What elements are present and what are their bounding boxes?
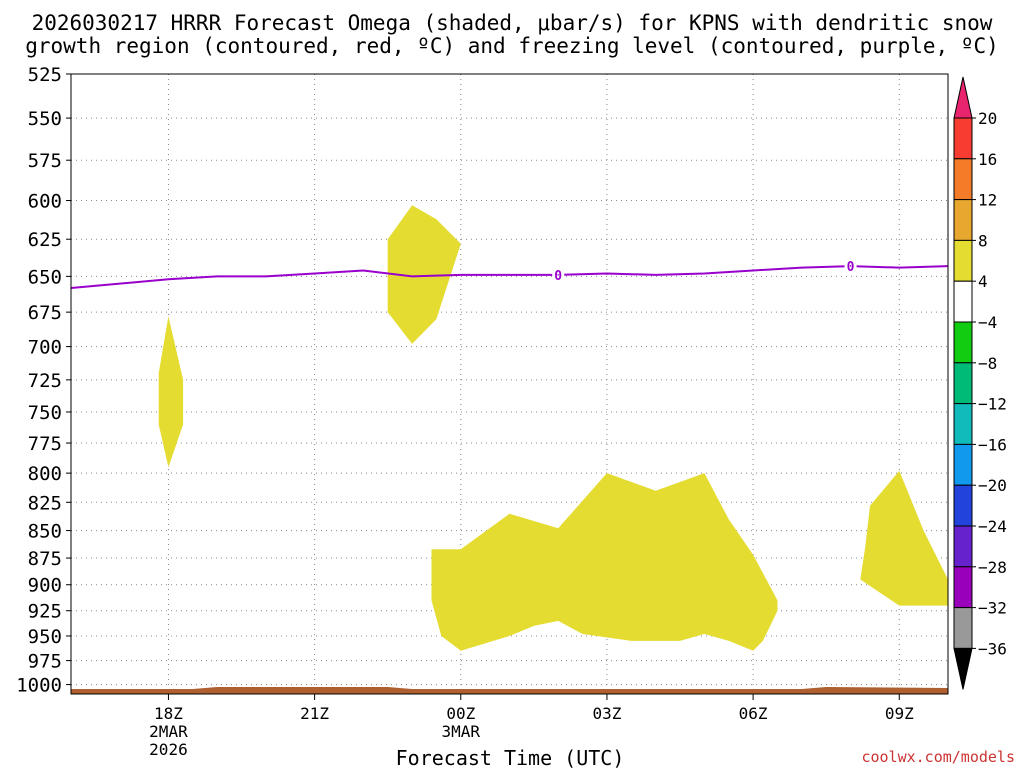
y-tick-label: 525 bbox=[28, 64, 62, 86]
chart-subtitle: growth region (contoured, red, ºC) and f… bbox=[25, 34, 999, 58]
colorbar-label: 20 bbox=[978, 109, 997, 128]
y-tick-label: 875 bbox=[28, 548, 62, 570]
x-tick-date: 2MAR bbox=[149, 722, 188, 741]
y-tick-label: 550 bbox=[28, 108, 62, 130]
freezing-label-bg bbox=[844, 259, 857, 274]
colorbar-label: 4 bbox=[978, 272, 988, 291]
colorbar-label: 12 bbox=[978, 191, 997, 210]
y-tick-label: 775 bbox=[28, 433, 62, 455]
colorbar-box bbox=[953, 199, 973, 241]
colorbar-label: −4 bbox=[978, 313, 997, 332]
colorbar-box bbox=[953, 239, 973, 282]
colorbar-label: −36 bbox=[978, 639, 1007, 658]
colorbar-box bbox=[953, 362, 973, 405]
colorbar-label: 16 bbox=[978, 150, 997, 169]
colorbar-box bbox=[953, 484, 973, 527]
colorbar-label: 8 bbox=[978, 231, 988, 250]
freezing-label-bg bbox=[552, 267, 565, 282]
x-tick-year: 2026 bbox=[149, 740, 188, 759]
colorbar-label: −32 bbox=[978, 599, 1007, 618]
y-tick-label: 675 bbox=[28, 302, 62, 324]
colorbar-box bbox=[953, 280, 973, 323]
y-tick-label: 575 bbox=[28, 150, 62, 172]
y-tick-label: 825 bbox=[28, 492, 62, 514]
omega-region bbox=[158, 316, 184, 468]
colorbar-box bbox=[953, 158, 973, 201]
chart-title: 2026030217 HRRR Forecast Omega (shaded, … bbox=[32, 11, 993, 35]
freezing-level-contour: 00 bbox=[71, 259, 948, 289]
colorbar-label: −8 bbox=[978, 354, 997, 373]
x-tick-label: 21Z bbox=[300, 704, 329, 723]
omega-region bbox=[387, 205, 461, 344]
terrain-strip bbox=[71, 687, 948, 694]
colorbar-box bbox=[953, 403, 973, 445]
watermark: coolwx.com/models bbox=[861, 748, 1015, 766]
x-axis-label: Forecast Time (UTC) bbox=[396, 746, 625, 768]
colorbar-box bbox=[953, 607, 973, 649]
colorbar-label: −20 bbox=[978, 476, 1007, 495]
freezing-level-line bbox=[71, 265, 948, 289]
grid-lines bbox=[71, 73, 948, 694]
y-tick-label: 625 bbox=[28, 229, 62, 251]
omega-region bbox=[860, 470, 948, 606]
y-tick-label: 900 bbox=[28, 575, 62, 597]
freezing-level-label: 0 bbox=[847, 260, 855, 275]
colorbar-label: −24 bbox=[978, 517, 1007, 536]
y-tick-label: 975 bbox=[28, 651, 62, 673]
y-tick-label: 700 bbox=[28, 337, 62, 359]
y-tick-label: 725 bbox=[28, 370, 62, 392]
y-tick-label: 950 bbox=[28, 626, 62, 648]
x-tick-label: 03Z bbox=[592, 704, 621, 723]
x-tick-date: 3MAR bbox=[442, 722, 481, 741]
colorbar-box bbox=[953, 117, 973, 160]
colorbar-bottom-arrow bbox=[953, 647, 973, 690]
colorbar-label: −16 bbox=[978, 435, 1007, 454]
pressure-axis: 525 550 575 600 625 650 675 700 725 750 775 800 825 8… bbox=[16, 64, 71, 697]
colorbar-top-arrow bbox=[953, 76, 973, 119]
colorbar-box bbox=[953, 525, 973, 568]
y-tick-label: 925 bbox=[28, 601, 62, 623]
y-tick-label: 850 bbox=[28, 521, 62, 543]
colorbar: 20 16 12 8 4 −4 −8 −12 −16 −20 −24 −28 −32 −36 bbox=[953, 76, 1007, 690]
omega-shading bbox=[158, 205, 948, 651]
colorbar-box bbox=[953, 566, 973, 609]
x-tick-label: 00Z bbox=[446, 704, 475, 723]
x-tick-label: 06Z bbox=[739, 704, 768, 723]
colorbar-label: −28 bbox=[978, 558, 1007, 577]
y-tick-label: 800 bbox=[28, 463, 62, 485]
plot-frame bbox=[70, 73, 949, 695]
x-tick-label: 18Z bbox=[154, 704, 183, 723]
freezing-level-label: 0 bbox=[554, 269, 562, 284]
y-tick-label: 600 bbox=[28, 191, 62, 213]
terrain-fill bbox=[71, 687, 948, 694]
omega-region bbox=[431, 473, 778, 651]
x-tick-label: 09Z bbox=[885, 704, 914, 723]
colorbar-box bbox=[953, 321, 973, 364]
colorbar-box bbox=[953, 443, 973, 486]
y-tick-label: 1000 bbox=[16, 675, 62, 697]
y-tick-label: 650 bbox=[28, 266, 62, 288]
y-tick-label: 750 bbox=[28, 402, 62, 424]
colorbar-label: −12 bbox=[978, 395, 1007, 414]
